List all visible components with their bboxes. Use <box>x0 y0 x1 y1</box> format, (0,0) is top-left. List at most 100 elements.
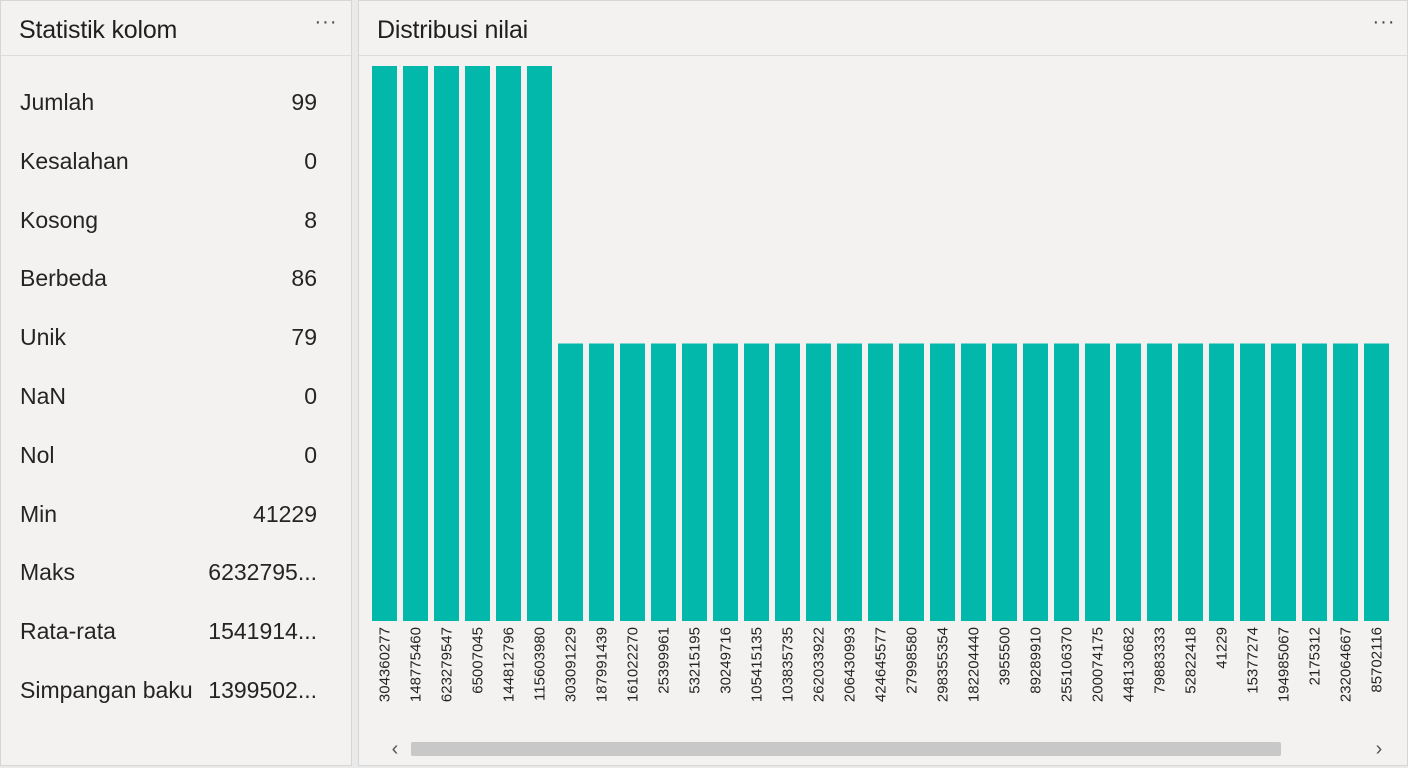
stat-value: 0 <box>304 147 317 174</box>
stats-panel-header: Statistik kolom ··· <box>1 1 351 56</box>
horizontal-scrollbar[interactable]: ‹ › <box>385 738 1389 760</box>
bar[interactable] <box>434 66 459 621</box>
x-tick-label: 206430993 <box>842 627 859 702</box>
bar[interactable] <box>1302 343 1327 622</box>
dist-panel-header: Distribusi nilai ··· <box>359 1 1407 56</box>
stat-row: Jumlah 99 <box>1 73 351 132</box>
stat-row: NaN 0 <box>1 367 351 426</box>
stat-label: Berbeda <box>20 265 107 292</box>
x-tick-label: 52822418 <box>1183 627 1200 694</box>
value-distribution-panel: Distribusi nilai ··· 304360277 148775460 6… <box>358 0 1408 766</box>
stat-value: 6232795... <box>208 559 317 586</box>
stat-value: 0 <box>304 441 317 468</box>
dist-panel-title: Distribusi nilai <box>377 16 529 44</box>
stat-value: 0 <box>304 382 317 409</box>
bar[interactable] <box>930 343 955 622</box>
bar[interactable] <box>1364 343 1389 622</box>
x-tick-label: 182204440 <box>966 627 983 702</box>
x-tick-label: 89289910 <box>1028 627 1045 694</box>
bar[interactable] <box>496 66 521 621</box>
scroll-thumb[interactable] <box>411 742 1281 756</box>
x-tick-label: 105415135 <box>749 627 766 702</box>
bar[interactable] <box>961 343 986 622</box>
x-tick-label: 115603980 <box>532 627 549 701</box>
x-tick-label: 448130682 <box>1121 627 1138 702</box>
bar[interactable] <box>372 66 397 621</box>
bar[interactable] <box>806 343 831 622</box>
bar[interactable] <box>775 343 800 622</box>
column-statistics-panel: Statistik kolom ··· Jumlah 99 Kesalahan 0 Ko… <box>0 0 352 766</box>
x-tick-label: 200074175 <box>1090 627 1107 702</box>
stat-row: Min 41229 <box>1 485 351 544</box>
x-tick-label: 232064667 <box>1338 627 1355 702</box>
x-tick-label: 3955500 <box>997 627 1014 685</box>
x-tick-label: 298355354 <box>935 627 952 702</box>
stat-row: Unik 79 <box>1 308 351 367</box>
x-tick-label: 41229 <box>1214 627 1231 669</box>
bar[interactable] <box>713 343 738 622</box>
bar[interactable] <box>1085 343 1110 622</box>
x-tick-label: 103835735 <box>780 627 797 702</box>
scroll-track[interactable] <box>409 742 1365 756</box>
stat-label: Jumlah <box>20 89 95 115</box>
chevron-left-icon[interactable]: ‹ <box>391 738 399 760</box>
x-tick-label: 623279547 <box>439 627 456 702</box>
stat-row: Nol 0 <box>1 426 351 485</box>
x-tick-label: 424645577 <box>873 627 890 702</box>
bar[interactable] <box>1209 343 1234 622</box>
bar[interactable] <box>682 343 707 622</box>
bar[interactable] <box>527 66 552 621</box>
bar[interactable] <box>651 343 676 622</box>
bar[interactable] <box>1054 343 1079 622</box>
bar[interactable] <box>1333 343 1358 622</box>
x-tick-label: 194985067 <box>1276 627 1293 702</box>
stat-value: 8 <box>304 206 317 233</box>
bar[interactable] <box>403 66 428 621</box>
bar[interactable] <box>868 343 893 622</box>
x-tick-label: 144812796 <box>501 627 518 702</box>
x-tick-label: 161022270 <box>625 627 642 702</box>
bar[interactable] <box>899 343 924 622</box>
bar[interactable] <box>837 343 862 622</box>
bar[interactable] <box>1178 343 1203 622</box>
stat-row: Rata-rata 1541914... <box>1 602 351 661</box>
stats-list: Jumlah 99 Kesalahan 0 Kosong 8 Berbeda 86 Unik 79… <box>1 73 351 720</box>
stat-row: Kesalahan 0 <box>1 132 351 191</box>
bar[interactable] <box>1240 343 1265 622</box>
stat-label: Maks <box>20 559 75 586</box>
x-tick-label: 30249716 <box>718 627 735 694</box>
bar[interactable] <box>1271 343 1296 622</box>
bar[interactable] <box>558 343 583 622</box>
bar[interactable] <box>1116 343 1141 622</box>
x-tick-label: 187991439 <box>594 627 611 702</box>
stats-panel-title: Statistik kolom <box>19 16 178 44</box>
stat-row: Simpangan baku 1399502... <box>1 661 351 720</box>
stat-label: Nol <box>20 441 55 468</box>
x-tick-label: 304360277 <box>377 627 394 702</box>
x-tick-label: 85702116 <box>1369 627 1386 693</box>
x-tick-label: 27998580 <box>904 627 921 694</box>
stat-label: Unik <box>20 324 67 351</box>
more-options-icon[interactable]: ··· <box>1372 11 1396 33</box>
x-tick-label: 65007045 <box>470 627 487 694</box>
stat-row: Berbeda 86 <box>1 249 351 308</box>
stat-value: 1541914... <box>208 618 317 645</box>
x-tick-label: 303091229 <box>563 627 580 702</box>
bar[interactable] <box>992 343 1017 622</box>
stat-row: Maks 6232795... <box>1 543 351 602</box>
bar[interactable] <box>1023 343 1048 622</box>
bar[interactable] <box>620 343 645 622</box>
stat-label: Simpangan baku <box>20 676 193 703</box>
more-options-icon[interactable]: ··· <box>314 11 338 33</box>
stat-value: 41229 <box>253 500 317 527</box>
x-tick-label: 79883333 <box>1152 627 1169 694</box>
stat-value: 1399502... <box>208 676 317 703</box>
x-tick-label: 53215195 <box>687 627 704 694</box>
bar[interactable] <box>465 66 490 621</box>
bar[interactable] <box>1147 343 1172 622</box>
stat-value: 79 <box>291 324 317 351</box>
stat-value: 99 <box>291 89 317 115</box>
bar[interactable] <box>744 343 769 622</box>
bar[interactable] <box>589 343 614 622</box>
chevron-right-icon[interactable]: › <box>1375 738 1383 760</box>
